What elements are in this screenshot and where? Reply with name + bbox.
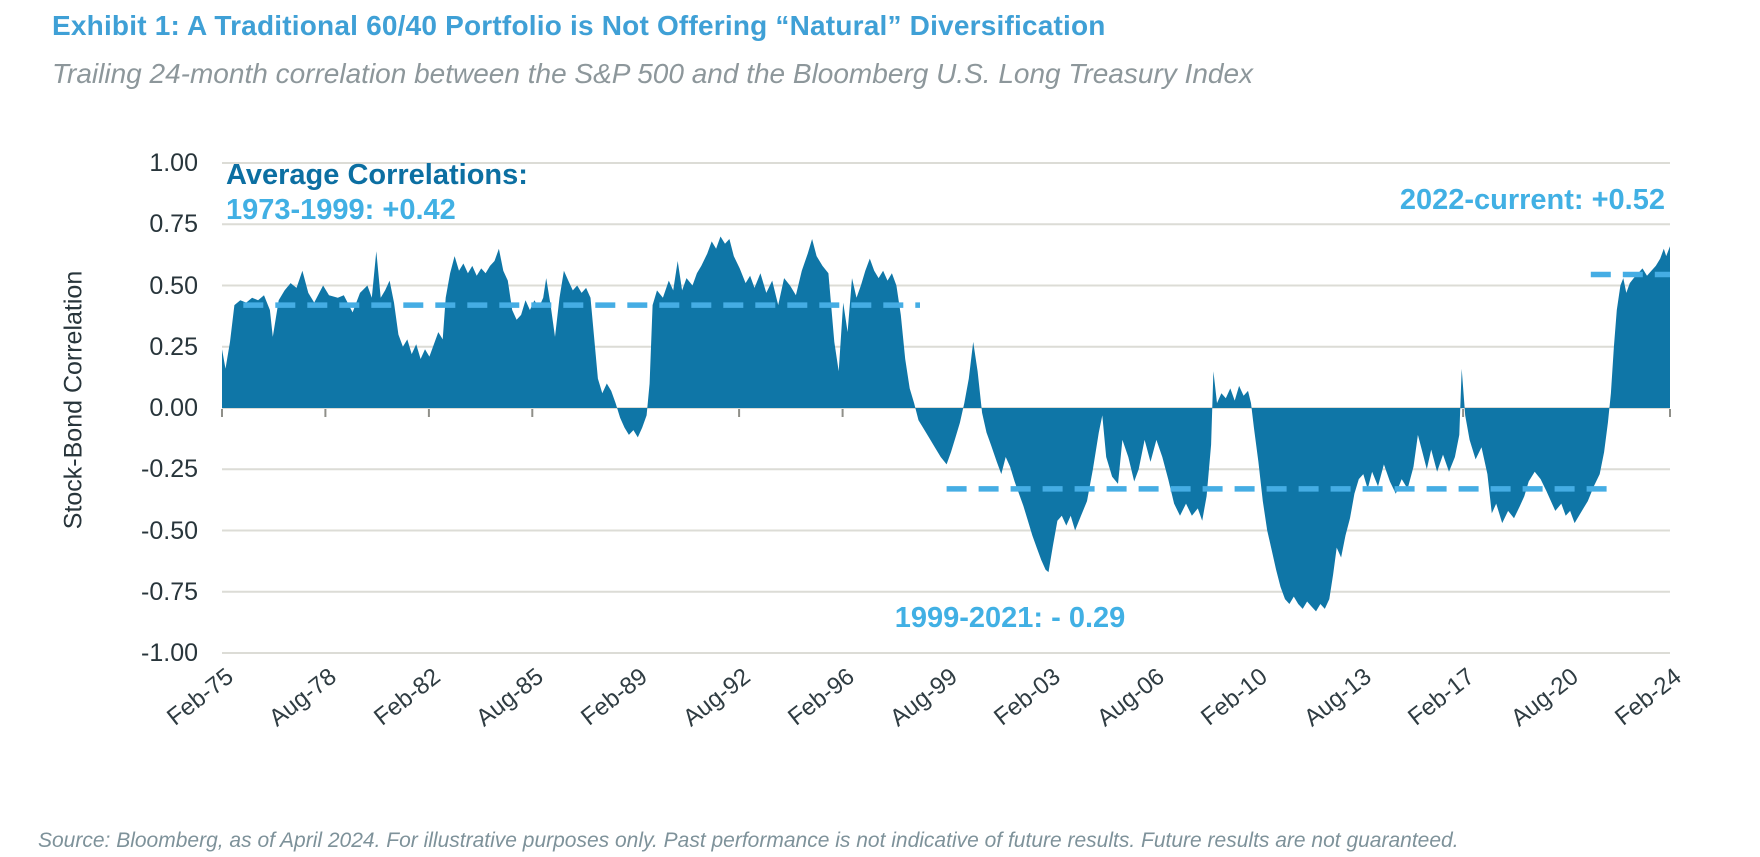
y-tick-label: -0.50	[141, 517, 198, 545]
y-tick-label: 1.00	[149, 149, 198, 177]
source-footnote: Source: Bloomberg, as of April 2024. For…	[38, 829, 1459, 852]
annotation-avg-2022-current: 2022-current: +0.52	[1399, 184, 1665, 216]
annotation-avg-heading: Average Correlations:	[226, 159, 528, 191]
annotation-avg-1999-2021: 1999-2021: - 0.29	[894, 602, 1126, 634]
y-tick-label: -0.25	[141, 455, 198, 483]
y-tick-label: 0.25	[149, 333, 198, 361]
correlation-area-series	[222, 236, 1670, 612]
y-tick-label: 0.00	[149, 394, 198, 422]
y-tick-label: -0.75	[141, 578, 198, 606]
y-tick-label: 0.75	[149, 210, 198, 238]
y-tick-label: -1.00	[141, 639, 198, 667]
annotation-average-correlations: Average Correlations: 1973-1999: +0.42	[226, 158, 528, 228]
page-subtitle: Trailing 24-month correlation between th…	[52, 58, 1254, 89]
annotation-avg-1973-1999: 1973-1999: +0.42	[226, 194, 456, 226]
page-title: Exhibit 1: A Traditional 60/40 Portfolio…	[52, 10, 1106, 41]
y-tick-label: 0.50	[149, 272, 198, 300]
